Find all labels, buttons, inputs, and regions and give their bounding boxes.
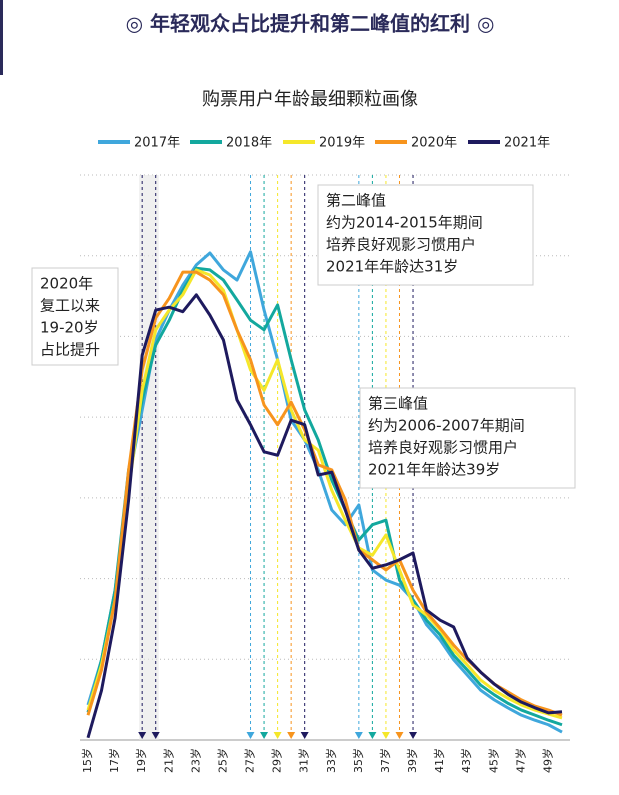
x-tick-label: 39岁 [405,748,419,773]
legend-label: 2020年 [411,136,457,151]
annotation-text: 第三峰值 [368,395,428,413]
chart-title: ◎ 年轻观众占比提升和第二峰值的红利 ◎ [126,12,495,36]
annotation-text: 19-20岁 [40,319,99,337]
marker-arrow [368,732,377,739]
x-tick-label: 31岁 [297,748,311,773]
marker-arrow [300,732,309,739]
series-line [86,266,563,727]
marker-arrow [246,732,255,739]
x-tick-label: 25岁 [215,748,229,773]
x-tick-label: 23岁 [188,748,202,773]
x-tick-label: 45岁 [486,748,500,773]
x-tick-label: 27岁 [243,748,257,773]
series-line [86,293,563,739]
annotation-text: 约为2006-2007年期间 [368,417,525,435]
x-tick-label: 33岁 [324,748,338,773]
marker-arrow [409,732,418,739]
x-tick-label: 35岁 [351,748,365,773]
x-tick-label: 47岁 [513,748,527,773]
marker-arrow [260,732,269,739]
chart-subtitle: 购票用户年龄最细颗粒画像 [202,89,418,110]
annotation-text: 2021年年龄达39岁 [368,461,500,479]
series-line [86,268,563,720]
annotation-text: 约为2014-2015年期间 [326,214,483,232]
legend-label: 2021年 [504,136,550,151]
x-tick-label: 29岁 [270,748,284,773]
marker-arrow [138,732,147,739]
annotation-text: 2020年 [40,275,93,293]
x-tick-label: 41岁 [432,748,446,773]
x-tick-label: 21岁 [161,748,175,773]
marker-arrow [381,732,390,739]
x-tick-label: 19岁 [134,748,148,773]
annotation-text: 第二峰值 [326,192,386,210]
marker-arrow [395,732,404,739]
x-tick-label: 37岁 [378,748,392,773]
marker-arrow [354,732,363,739]
legend-label: 2018年 [226,136,272,151]
legend-label: 2017年 [134,136,180,151]
x-tick-label: 49岁 [540,748,554,773]
marker-arrow [151,732,160,739]
annotation-box [359,387,576,489]
marker-arrow [287,732,296,739]
annotation-text: 培养良好观影习惯用户 [368,439,518,457]
legend-label: 2019年 [319,136,365,151]
annotation-text: 培养良好观影习惯用户 [326,236,476,254]
annotation-text: 2021年年龄达31岁 [326,258,458,276]
annotation-text: 占比提升 [40,341,100,359]
x-tick-label: 17岁 [107,748,121,773]
annotation-box [31,267,119,366]
side-bar [0,0,3,75]
marker-arrow [273,732,282,739]
annotation-box [317,184,534,286]
x-tick-label: 43岁 [459,748,473,773]
annotation-text: 复工以来 [40,297,100,315]
x-tick-label: 15岁 [80,748,94,773]
